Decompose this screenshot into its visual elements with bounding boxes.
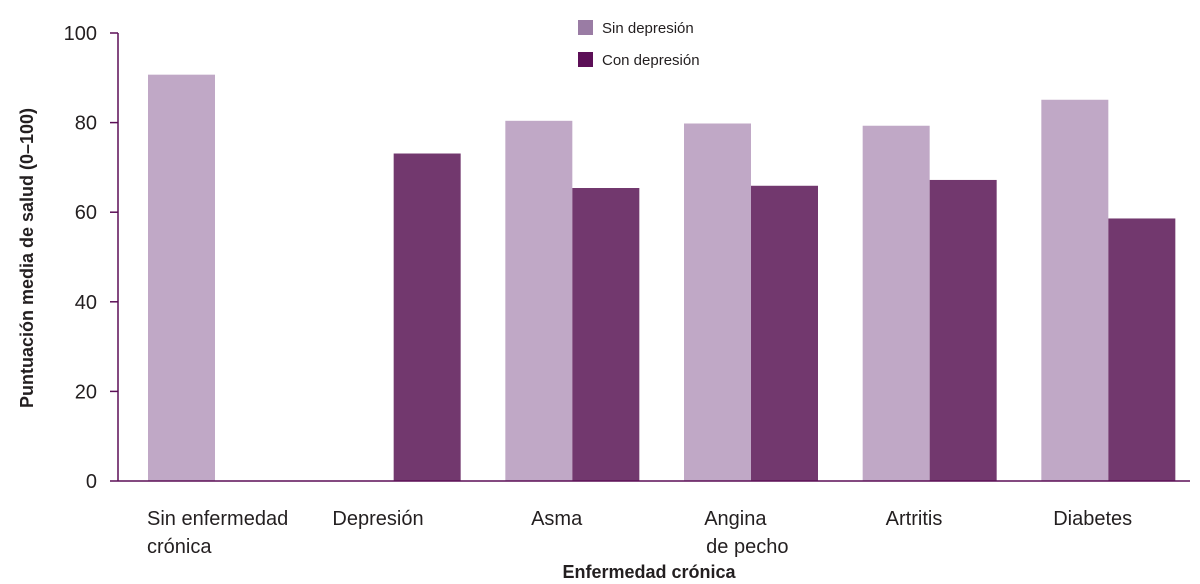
x-category-label: Angina	[704, 508, 767, 530]
y-axis-title: Puntuación media de salud (0–100)	[17, 108, 37, 408]
legend: Sin depresión Con depresión	[578, 20, 700, 69]
x-category-label: de pecho	[706, 536, 788, 558]
y-tick-label: 60	[75, 202, 97, 224]
y-axis: 0 20 40 60 80 100	[64, 23, 119, 493]
bar-sin-depresion	[505, 120, 573, 482]
x-axis-title: Enfermedad crónica	[562, 562, 736, 582]
bar-con-depresion	[572, 188, 640, 481]
y-tick-label: 20	[75, 381, 97, 403]
bar-con-depresion	[929, 179, 997, 481]
x-category-label: crónica	[147, 536, 212, 558]
x-category-label: Depresión	[332, 508, 423, 530]
bar-con-depresion	[751, 185, 818, 481]
legend-label: Sin depresión	[602, 20, 694, 37]
bars	[148, 74, 1176, 482]
bar-sin-depresion	[1041, 99, 1109, 481]
x-category-label: Artritis	[886, 508, 943, 530]
legend-label: Con depresión	[602, 52, 700, 69]
x-category-label: Diabetes	[1053, 508, 1132, 530]
y-tick-label: 40	[75, 292, 97, 314]
legend-swatch	[578, 52, 593, 67]
y-tick-label: 0	[86, 471, 97, 493]
bar-sin-depresion	[684, 123, 751, 481]
y-tick-label: 100	[64, 23, 97, 45]
bar-con-depresion	[1108, 218, 1176, 482]
x-axis: Sin enfermedad crónica Depresión Asma Angina…	[118, 480, 1190, 558]
bar-sin-depresion	[148, 74, 215, 481]
y-tick-label: 80	[75, 113, 97, 135]
bar-con-depresion	[393, 153, 461, 481]
bar-sin-depresion	[862, 125, 930, 482]
x-category-label: Sin enfermedad	[147, 508, 288, 530]
legend-swatch	[578, 20, 593, 35]
x-category-label: Asma	[531, 508, 583, 530]
